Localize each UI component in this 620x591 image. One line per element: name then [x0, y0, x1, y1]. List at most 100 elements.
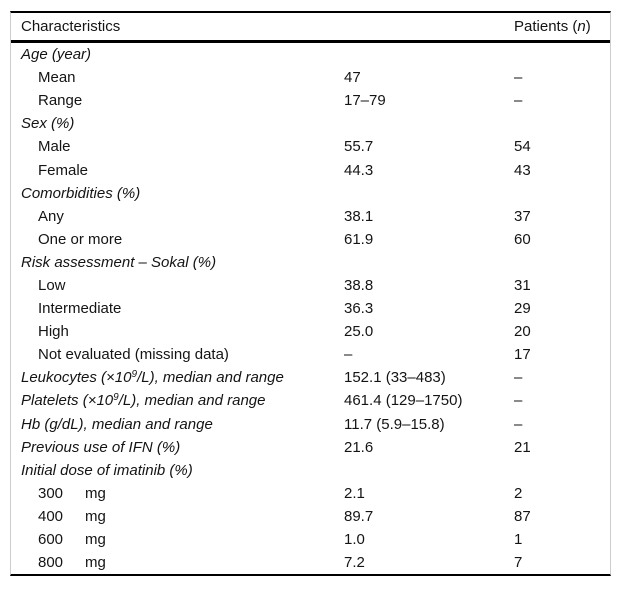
cell-characteristic: Initial dose of imatinib (%): [11, 462, 344, 479]
cell-value: 36.3: [344, 300, 374, 318]
table-row: Age (year): [11, 43, 610, 66]
cell-patients-n: –: [514, 92, 523, 110]
cell-value: 11.7 (5.9–15.8): [344, 415, 445, 433]
cell-value: 7.2: [344, 554, 365, 572]
label-text: Initial dose of imatinib (%): [21, 461, 193, 479]
label-text: Leukocytes (×10: [21, 369, 132, 387]
cell-characteristic: Sex (%): [11, 115, 344, 132]
label-text: Female: [38, 161, 89, 179]
cell-value: 61.9: [344, 230, 374, 248]
table-row: Not evaluated (missing data) – 17: [11, 343, 610, 366]
cell-characteristic: 400 mg: [11, 508, 344, 525]
table-header-row: Characteristics Patients (n): [11, 13, 610, 43]
label-text: mg: [85, 507, 106, 525]
cell-patients-n: 17: [514, 346, 531, 364]
cell-characteristic: Male: [11, 138, 344, 155]
cell-value: 2.1: [344, 484, 365, 502]
cell-characteristic: High: [11, 323, 344, 340]
cell-value: 47: [344, 69, 361, 87]
label-text: Age (year): [21, 46, 92, 64]
cell-value: 25.0: [344, 323, 374, 341]
cell-characteristic: Female: [11, 162, 344, 179]
cell-patients-n: –: [514, 415, 523, 433]
cell-characteristic: Platelets (×109/L), median and range: [11, 392, 344, 409]
label-text: mg: [85, 531, 106, 549]
label-text: Comorbidities (%): [21, 184, 141, 202]
cell-characteristic: Leukocytes (×109/L), median and range: [11, 369, 344, 386]
label-text: Platelets (×10: [21, 392, 114, 410]
cell-value: 152.1 (33–483): [344, 369, 446, 387]
table-row: Sex (%): [11, 112, 610, 135]
table-row: Intermediate 36.3 29: [11, 297, 610, 320]
cell-value: 89.7: [344, 507, 374, 525]
cell-value: 55.7: [344, 138, 374, 156]
label-text: Hb (g/dL), median and range: [21, 415, 213, 433]
table-row: Low 38.8 31: [11, 274, 610, 297]
cell-patients-n: –: [514, 369, 523, 387]
label-text: One or more: [38, 230, 123, 248]
cell-characteristic: Any: [11, 208, 344, 225]
cell-patients-n: –: [514, 392, 523, 410]
label-text: 600: [38, 531, 64, 549]
cell-characteristic: Previous use of IFN (%): [11, 439, 344, 456]
table-row: One or more 61.9 60: [11, 228, 610, 251]
cell-value: 461.4 (129–1750): [344, 392, 463, 410]
label-text: Previous use of IFN (%): [21, 438, 181, 456]
patient-characteristics-table: Characteristics Patients (n) Age (year) M…: [10, 11, 611, 577]
label-text: Mean: [38, 69, 76, 87]
patients-header-n: n: [577, 18, 586, 35]
cell-characteristic: Hb (g/dL), median and range: [11, 416, 344, 433]
cell-patients-n: 1: [514, 531, 523, 549]
label-text: Not evaluated (missing data): [38, 346, 229, 364]
cell-characteristic: Age (year): [11, 46, 344, 63]
table-row: Comorbidities (%): [11, 182, 610, 205]
cell-characteristic: One or more: [11, 231, 344, 248]
cell-characteristic: Mean: [11, 69, 344, 86]
cell-characteristic: Comorbidities (%): [11, 185, 344, 202]
table-row: Platelets (×109/L), median and range 461.…: [11, 389, 610, 412]
label-text: mg: [85, 554, 106, 572]
cell-value: 21.6: [344, 438, 374, 456]
label-text: 300: [38, 484, 64, 502]
cell-patients-n: 54: [514, 138, 531, 156]
cell-value: 17–79: [344, 92, 386, 110]
cell-characteristic: 800 mg: [11, 554, 344, 571]
cell-patients-n: 60: [514, 230, 531, 248]
label-text: Range: [38, 92, 83, 110]
table-row: Female 44.3 43: [11, 158, 610, 181]
table-body: Age (year) Mean 47– Range 17–79– Sex (%) Male 5…: [11, 43, 610, 574]
table-row: Range 17–79 –: [11, 89, 610, 112]
column-header-patients: Patients (n): [514, 18, 610, 35]
cell-patients-n: 87: [514, 507, 531, 525]
table-row: Mean 47 –: [11, 66, 610, 89]
table-row: Leukocytes (×109/L), median and range 152…: [11, 366, 610, 389]
cell-value: 1.0: [344, 531, 365, 549]
label-text: Sex (%): [21, 115, 75, 133]
table-row: High 25.0 20: [11, 320, 610, 343]
label-text: Low: [38, 276, 66, 294]
cell-patients-n: 29: [514, 300, 531, 318]
cell-characteristic: Not evaluated (missing data): [11, 346, 344, 363]
label-text: High: [38, 323, 69, 341]
label-text: 400: [38, 507, 64, 525]
cell-patients-n: 2: [514, 484, 523, 502]
superscript-text: 9: [131, 369, 138, 381]
cell-patients-n: 7: [514, 554, 523, 572]
label-text: Male: [38, 138, 71, 156]
cell-characteristic: Risk assessment – Sokal (%): [11, 254, 344, 271]
table-row: 400 mg 89.7 87: [11, 505, 610, 528]
label-text: /L), median and range: [137, 369, 284, 387]
cell-patients-n: 20: [514, 323, 531, 341]
table-row: Any 38.1 37: [11, 205, 610, 228]
table-row: Previous use of IFN (%) 21.6 21: [11, 436, 610, 459]
superscript-text: 9: [113, 392, 119, 404]
cell-value: –: [344, 346, 353, 364]
cell-value: 38.8: [344, 276, 374, 294]
cell-patients-n: 21: [514, 438, 531, 456]
label-text: mg: [85, 484, 106, 502]
column-header-characteristics: Characteristics: [21, 18, 121, 35]
cell-patients-n: 37: [514, 207, 531, 225]
cell-characteristic: 600 mg: [11, 531, 344, 548]
cell-value: 44.3: [344, 161, 374, 179]
